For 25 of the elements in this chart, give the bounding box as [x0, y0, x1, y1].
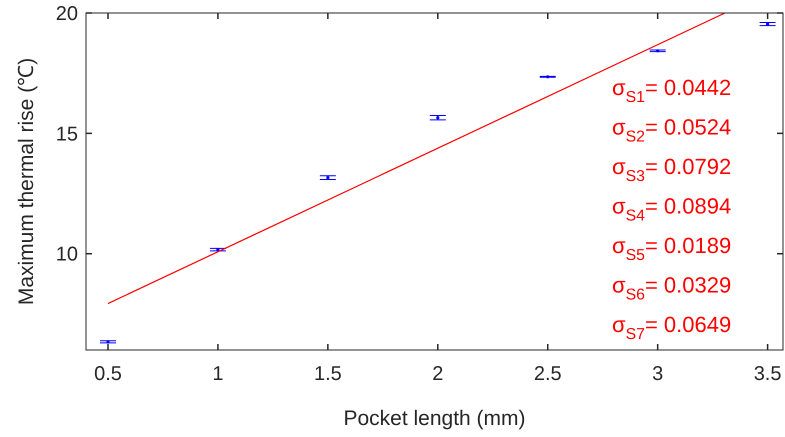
annotation: σ$_{S4}$= 0.0894 [612, 194, 732, 225]
x-tick-label: 1.5 [314, 363, 342, 385]
annotation: σ$_{S6}$= 0.0329 [612, 272, 732, 304]
point [656, 49, 660, 52]
annotation: σ$_{S5}$= 0.0189 [612, 233, 732, 264]
y-tick-label: 20 [56, 3, 78, 25]
point [216, 248, 220, 252]
x-tick-label: 3 [652, 363, 664, 385]
point [106, 340, 110, 344]
y-tick-label: 15 [56, 123, 78, 146]
x-tick-label: 3.5 [754, 363, 782, 385]
x-tick-label: 2 [432, 363, 444, 385]
annotation: σ$_{S3}$= 0.0792 [612, 154, 732, 186]
x-tick-label: 2.5 [534, 363, 562, 385]
y-tick-label: 10 [56, 244, 78, 266]
annotation: σ$_{S2}$= 0.0524 [612, 114, 732, 146]
point [546, 75, 550, 78]
y-axis-title: Maximum thermal rise (℃) [15, 58, 38, 306]
annotation: σ$_{S1}$= 0.0442 [612, 75, 732, 106]
x-axis-title: Pocket length (mm) [343, 407, 526, 430]
point [436, 116, 440, 120]
x-tick-label: 0.5 [94, 363, 122, 385]
x-tick-label: 1 [212, 363, 224, 385]
annotation: σ$_{S7}$= 0.0649 [612, 312, 732, 344]
point [326, 176, 330, 180]
